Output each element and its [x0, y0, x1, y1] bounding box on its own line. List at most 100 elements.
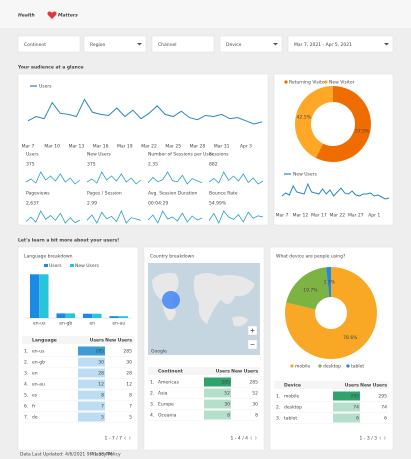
filter-box[interactable]: [83, 35, 147, 53]
users-cell: [78, 390, 105, 400]
sparkline: [25, 171, 81, 185]
sparkline: [86, 209, 142, 224]
pager-arrows[interactable]: [124, 436, 131, 440]
card: [17, 73, 269, 226]
x-tick-label: en-gb: [59, 321, 72, 327]
metric-label: Pageviews: [26, 191, 50, 197]
x-tick-label: en: [89, 322, 95, 327]
users-cell: [333, 391, 360, 401]
x-tick-label: Mar 25: [165, 144, 181, 150]
table-cell: 6.: [24, 404, 28, 410]
bar: [56, 313, 66, 318]
footer-updated: Data Last Updated: 4/6/2021 9:41:38 PM: [20, 452, 112, 458]
x-tick-label: Mar 13: [69, 144, 85, 150]
footer-privacy[interactable]: Privacy Policy: [90, 452, 121, 458]
donut-slice: [326, 267, 331, 298]
slice-label: 42.5%: [297, 114, 312, 120]
table-cell: 8: [129, 393, 132, 399]
legend-dot: [290, 364, 294, 368]
users-cell: [333, 413, 360, 423]
filter-label[interactable]: Channel: [158, 42, 176, 48]
column-header: Continent: [158, 369, 184, 375]
slice-label: 78.6%: [343, 335, 358, 341]
bar: [92, 313, 102, 318]
legend-swatch: [70, 264, 74, 267]
donut-slice: [284, 267, 377, 359]
table-cell: 295: [378, 394, 387, 400]
table-cell: 3.: [150, 402, 154, 408]
table-cell: Americas: [158, 380, 180, 386]
legend-label: desktop: [323, 364, 341, 370]
metric-value: 2,637: [26, 201, 39, 207]
table-cell: Asia: [158, 391, 168, 397]
table-cell: 285: [95, 349, 104, 355]
users-cell: [78, 412, 105, 422]
column-header: Users: [345, 383, 360, 389]
pager[interactable]: 1 - 3 / 3: [360, 436, 378, 442]
column-header: Device: [284, 383, 301, 389]
pager[interactable]: 1 - 4 / 4: [231, 436, 249, 442]
table-cell: 5: [101, 415, 104, 421]
legend-label: Returning Visitor: [289, 80, 327, 86]
table-cell: 285: [249, 380, 258, 386]
table-cell: 28: [126, 371, 132, 377]
dropdown-arrow[interactable]: [273, 43, 278, 46]
x-tick-label: Mar 27: [348, 213, 364, 219]
metric-label: Pages / Session: [87, 191, 122, 197]
column-header: Language: [32, 338, 57, 344]
filter-box[interactable]: [151, 35, 215, 53]
users-cell: [204, 399, 231, 409]
bar: [118, 316, 129, 318]
table-cell: 7: [101, 404, 104, 410]
donut-slice: [286, 267, 330, 310]
users-cell: [204, 410, 231, 420]
filter-box[interactable]: [219, 35, 283, 53]
users-cell: [78, 368, 105, 378]
filter-label[interactable]: Device: [226, 42, 242, 48]
table-cell: 28: [98, 371, 104, 377]
table-cell: 1.: [150, 380, 154, 386]
filter-label[interactable]: Mar 7, 2021 - Apr 5, 2021: [294, 42, 352, 48]
bar: [29, 274, 40, 318]
table-cell: 12: [98, 382, 104, 388]
zoom-icon[interactable]: [250, 328, 255, 333]
x-tick-label: Mar 7: [22, 144, 35, 150]
dropdown-arrow[interactable]: [384, 43, 389, 46]
table-cell: 1.: [276, 394, 280, 400]
pager[interactable]: 1 - 7 / 7: [105, 436, 123, 442]
x-tick-label: Apr 3: [240, 144, 252, 150]
x-tick-label: Mar 22: [330, 213, 346, 219]
pager-arrows[interactable]: [250, 436, 257, 440]
sparkline: [208, 171, 264, 185]
filter-box[interactable]: [17, 35, 81, 53]
filter-label[interactable]: Region: [90, 42, 106, 48]
table-cell: 3.: [276, 416, 280, 422]
table-cell: de: [32, 415, 38, 421]
filter-box[interactable]: [287, 35, 394, 53]
table-cell: 8: [227, 413, 230, 419]
table-cell: 3.: [24, 371, 28, 377]
dropdown-arrow[interactable]: [137, 43, 142, 46]
pager-arrows[interactable]: [379, 436, 386, 440]
map-bubble: [162, 291, 180, 309]
table-cell: 285: [221, 380, 230, 386]
column-header: Users: [216, 369, 231, 375]
table-cell: en-au: [32, 383, 45, 388]
metric-value: 2.35: [148, 162, 158, 168]
x-tick-label: en-us: [33, 322, 46, 327]
table-cell: 30: [224, 402, 230, 408]
legend-dot: [318, 364, 322, 368]
legend-label: New Users: [75, 263, 100, 269]
section-title: Your audience at a glance: [17, 65, 84, 71]
legend-dot: [284, 80, 288, 84]
users-cell: [333, 402, 360, 412]
filter-label[interactable]: Continent: [24, 42, 46, 48]
panel-title: Language breakdown: [24, 254, 73, 260]
table-cell: desktop: [284, 405, 302, 411]
sparkline: [147, 210, 203, 224]
table-cell: es: [32, 394, 38, 399]
table-cell: 74: [381, 405, 387, 411]
line-series: [281, 182, 390, 200]
metric-value: 375: [26, 162, 35, 168]
